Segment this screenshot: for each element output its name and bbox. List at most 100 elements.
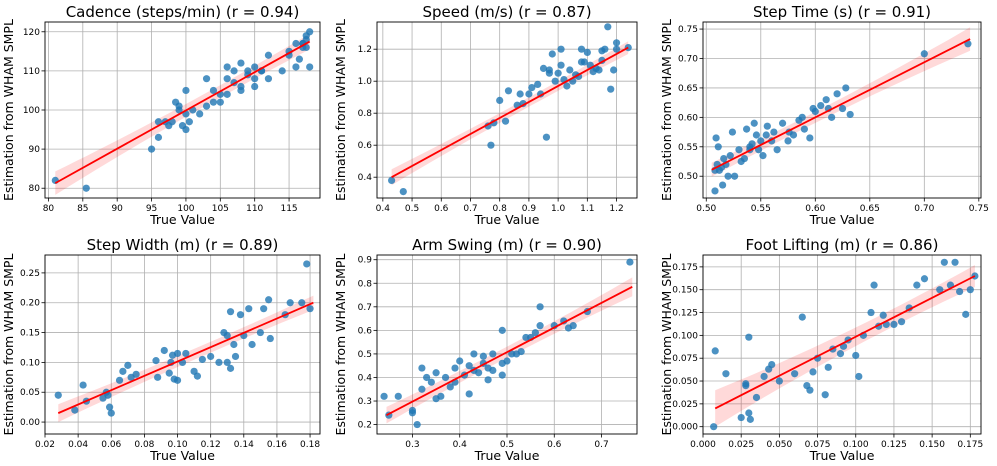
y-tick-label: 0.000 — [672, 423, 698, 433]
y-tick-label: 0.05 — [20, 388, 40, 398]
data-point — [760, 372, 768, 381]
y-tick-label: 0.8 — [358, 109, 373, 119]
data-point — [173, 349, 182, 358]
data-point — [260, 305, 268, 313]
data-point — [822, 96, 830, 104]
data-point — [836, 350, 845, 358]
data-point — [248, 340, 256, 349]
x-tick-label: 0.125 — [881, 440, 907, 450]
x-tick-label: 0.55 — [751, 204, 771, 214]
data-point — [441, 373, 450, 382]
x-tick-label: 0.075 — [805, 440, 831, 450]
data-point — [806, 386, 814, 394]
x-tick-label: 0.16 — [267, 440, 287, 450]
data-point — [209, 86, 218, 95]
y-tick-label: 0.125 — [672, 309, 698, 319]
x-axis-label: True Value — [474, 448, 540, 463]
x-tick-label: 0.10 — [168, 440, 188, 450]
chart-title: Step Width (m) (r = 0.89) — [87, 236, 279, 254]
data-point — [604, 23, 612, 31]
x-tick-label: 0.7 — [594, 440, 608, 450]
data-point — [855, 372, 863, 381]
x-tick-label: 0.6 — [434, 204, 449, 214]
data-point — [811, 107, 819, 116]
x-tick-label: 1.0 — [551, 204, 566, 214]
data-point — [303, 260, 311, 268]
data-point — [245, 305, 253, 313]
data-point — [71, 406, 79, 414]
data-point — [418, 364, 426, 372]
data-point — [920, 50, 928, 58]
x-tick-label: 0.150 — [919, 440, 945, 450]
x-tick-label: 0.70 — [914, 204, 934, 214]
confidence-band — [711, 27, 971, 177]
x-tick-label: 80 — [43, 204, 55, 214]
data-point — [216, 98, 224, 106]
chart-title: Speed (m/s) (r = 0.87) — [422, 3, 591, 21]
y-tick-label: 0.150 — [672, 286, 698, 296]
data-point — [265, 296, 273, 304]
data-point — [726, 152, 734, 160]
data-point — [223, 331, 231, 340]
data-point — [504, 87, 513, 95]
regression-line — [386, 285, 633, 416]
regression-line — [714, 275, 976, 410]
data-point — [791, 370, 799, 378]
y-tick-label: 110 — [23, 67, 40, 77]
data-point — [465, 390, 473, 398]
x-tick-label: 1.2 — [609, 204, 623, 214]
y-tick-label: 0.10 — [20, 358, 40, 368]
x-tick-label: 0.14 — [234, 440, 254, 450]
data-point — [230, 340, 238, 349]
data-point — [557, 45, 565, 53]
data-point — [534, 80, 542, 88]
data-point — [237, 59, 245, 67]
y-tick-label: 0.70 — [678, 54, 698, 64]
data-point — [278, 67, 286, 75]
data-point — [711, 347, 719, 355]
plot-frame — [44, 254, 321, 435]
data-point — [292, 63, 300, 71]
x-tick-label: 0.02 — [35, 440, 55, 450]
x-tick-label: 0.08 — [134, 440, 154, 450]
data-point — [202, 75, 211, 83]
data-point — [182, 86, 190, 95]
data-point — [763, 122, 771, 130]
data-point — [612, 45, 621, 53]
data-point — [809, 368, 817, 376]
data-point — [748, 140, 756, 148]
y-axis-label: Estimation from WHAM SMPL — [333, 254, 348, 436]
data-point — [226, 308, 235, 316]
data-point — [408, 409, 417, 417]
data-point — [388, 176, 396, 184]
data-point — [107, 409, 115, 417]
data-point — [503, 357, 511, 365]
data-point — [427, 378, 435, 386]
data-point — [728, 128, 737, 136]
data-point — [852, 351, 860, 360]
x-tick-label: 0.50 — [696, 204, 716, 214]
data-point — [292, 39, 300, 48]
data-point — [302, 43, 310, 52]
x-tick-label: 0.04 — [68, 440, 88, 450]
y-tick-label: 0.65 — [678, 84, 698, 94]
y-tick-label: 100 — [23, 106, 40, 116]
data-point — [539, 64, 548, 72]
data-point — [762, 131, 770, 139]
regression-line — [711, 38, 971, 171]
chart-title: Cadence (steps/min) (r = 0.94) — [66, 3, 300, 21]
data-point — [501, 117, 510, 125]
data-point — [446, 383, 454, 391]
y-tick-label: 0.2 — [358, 421, 372, 431]
data-point — [286, 299, 294, 307]
data-point — [487, 141, 495, 149]
data-point — [824, 363, 832, 371]
data-point — [154, 373, 162, 381]
data-point — [951, 258, 959, 266]
x-axis-label: True Value — [149, 448, 215, 463]
data-point — [542, 133, 551, 141]
data-point — [251, 82, 259, 91]
data-point — [306, 305, 314, 313]
data-point — [380, 392, 388, 400]
data-point — [470, 350, 478, 358]
